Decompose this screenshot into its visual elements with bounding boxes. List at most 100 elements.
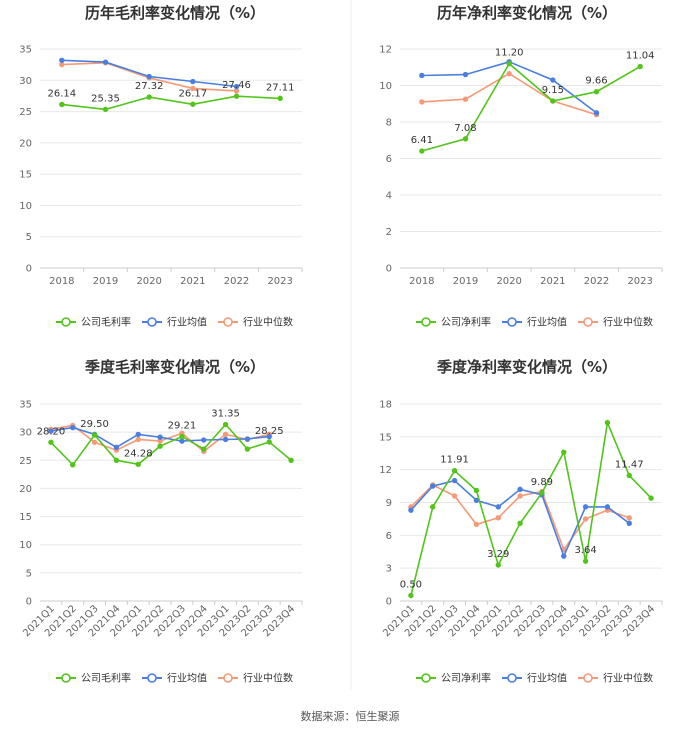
data-point-company bbox=[451, 467, 458, 474]
legend-item: 行业中位数 bbox=[218, 316, 293, 329]
data-point-industry_median bbox=[451, 493, 458, 499]
data-label: 11.91 bbox=[440, 455, 469, 466]
y-tick-label: 6 bbox=[386, 154, 392, 165]
data-point-company bbox=[244, 446, 251, 452]
data-point-industry_avg bbox=[48, 428, 54, 434]
data-point-industry_median bbox=[462, 96, 469, 102]
y-tick-label: 18 bbox=[379, 400, 392, 411]
data-point-industry_median bbox=[582, 516, 589, 522]
x-tick-label: 2020 bbox=[136, 276, 161, 287]
series-line-company bbox=[61, 95, 281, 111]
x-tick-label: 2022 bbox=[224, 276, 249, 287]
data-point-company bbox=[201, 446, 207, 452]
legend-marker bbox=[223, 673, 233, 683]
data-point-industry_avg bbox=[582, 504, 589, 510]
chart-4: 季度净利率变化情况（%）03691215182021Q12021Q22021Q3… bbox=[379, 358, 663, 685]
chart-title: 历年毛利率变化情况（%） bbox=[85, 4, 265, 22]
data-label: 27.46 bbox=[222, 80, 251, 91]
x-tick-label: 2018 bbox=[409, 276, 434, 287]
data-point-industry_avg bbox=[70, 424, 76, 431]
legend-marker bbox=[421, 673, 431, 683]
y-tick-label: 9 bbox=[386, 498, 392, 509]
legend-item: 行业均值 bbox=[502, 316, 567, 329]
data-point-company bbox=[102, 106, 109, 113]
data-point-industry_avg bbox=[604, 504, 611, 510]
data-point-company bbox=[626, 472, 632, 479]
x-tick-label: 2018 bbox=[49, 276, 74, 287]
y-tick-label: 0 bbox=[386, 597, 392, 608]
x-tick-label: 2019 bbox=[93, 276, 118, 287]
chart-3: 季度毛利率变化情况（%）051015202530352021Q12021Q220… bbox=[19, 358, 303, 685]
legend-label: 行业均值 bbox=[167, 316, 207, 329]
chart-title: 历年净利率变化情况（%） bbox=[437, 4, 617, 22]
y-tick-label: 4 bbox=[386, 191, 392, 202]
data-point-company bbox=[135, 461, 141, 468]
data-point-company bbox=[157, 443, 163, 449]
y-tick-label: 20 bbox=[19, 484, 32, 495]
data-label: 26.17 bbox=[179, 88, 208, 99]
data-point-company bbox=[113, 457, 120, 463]
legend-item: 行业均值 bbox=[142, 672, 207, 685]
data-point-industry_avg bbox=[550, 77, 556, 83]
data-point-company bbox=[604, 419, 611, 426]
data-point-industry_avg bbox=[462, 71, 469, 78]
data-label: 3.29 bbox=[487, 549, 509, 560]
data-point-company bbox=[277, 95, 283, 102]
data-point-industry_avg bbox=[473, 497, 480, 504]
data-point-industry_avg bbox=[430, 483, 436, 489]
legend-marker bbox=[421, 317, 431, 327]
data-point-industry_avg bbox=[113, 444, 120, 451]
data-label: 11.47 bbox=[615, 459, 644, 470]
y-tick-label: 12 bbox=[379, 465, 392, 476]
data-label: 27.11 bbox=[266, 82, 295, 93]
data-label: 31.35 bbox=[211, 409, 240, 420]
y-tick-label: 0 bbox=[26, 264, 32, 275]
y-tick-label: 2 bbox=[386, 227, 392, 238]
legend-label: 公司净利率 bbox=[441, 672, 491, 685]
x-tick-label: 2020 bbox=[496, 276, 521, 287]
y-tick-label: 5 bbox=[26, 568, 32, 579]
legend-item: 行业中位数 bbox=[218, 672, 293, 685]
y-tick-label: 20 bbox=[19, 138, 32, 149]
data-point-industry_avg bbox=[626, 520, 632, 526]
data-point-company bbox=[190, 101, 196, 107]
data-point-industry_avg bbox=[102, 59, 109, 65]
series-line-company bbox=[421, 62, 641, 152]
legend-marker bbox=[147, 317, 157, 327]
legend-label: 行业均值 bbox=[167, 672, 207, 685]
legend-label: 行业中位数 bbox=[603, 316, 653, 329]
legend-marker bbox=[223, 317, 233, 327]
data-label: 28.20 bbox=[37, 426, 66, 437]
data-point-industry_avg bbox=[157, 434, 163, 440]
data-point-industry_avg bbox=[190, 78, 196, 85]
y-tick-label: 35 bbox=[19, 400, 32, 411]
y-tick-label: 0 bbox=[386, 264, 392, 275]
y-tick-label: 15 bbox=[379, 432, 392, 443]
data-point-industry_avg bbox=[179, 438, 185, 444]
legend-item: 行业中位数 bbox=[578, 672, 653, 685]
data-label: 9.66 bbox=[585, 76, 607, 87]
y-tick-label: 10 bbox=[379, 81, 392, 92]
data-point-industry_avg bbox=[419, 72, 425, 79]
data-point-industry_median bbox=[473, 521, 480, 528]
legend-marker bbox=[583, 317, 593, 327]
data-point-company bbox=[233, 93, 240, 99]
legend-label: 行业均值 bbox=[527, 316, 567, 329]
y-tick-label: 3 bbox=[386, 564, 392, 575]
legend-item: 行业均值 bbox=[502, 672, 567, 685]
data-point-industry_median bbox=[59, 61, 65, 68]
data-point-industry_avg bbox=[266, 433, 272, 440]
data-label: 24.28 bbox=[124, 448, 153, 459]
legend-marker bbox=[507, 317, 517, 327]
legend-label: 行业中位数 bbox=[243, 672, 293, 685]
data-point-industry_avg bbox=[517, 486, 523, 493]
data-point-industry_median bbox=[135, 436, 141, 443]
data-point-industry_avg bbox=[408, 507, 414, 513]
series-line-company bbox=[50, 423, 292, 467]
data-label: 9.15 bbox=[542, 85, 564, 96]
data-point-company bbox=[593, 89, 600, 95]
legend-item: 行业均值 bbox=[142, 316, 207, 329]
legend-item: 公司净利率 bbox=[416, 672, 491, 685]
y-tick-label: 15 bbox=[19, 170, 32, 181]
data-point-company bbox=[430, 504, 436, 510]
